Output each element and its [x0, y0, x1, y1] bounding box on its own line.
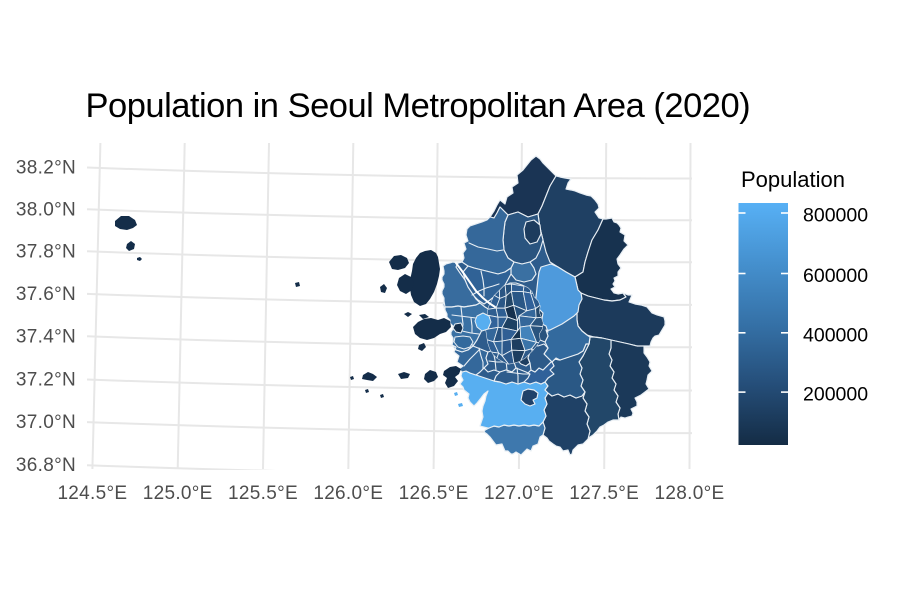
- svg-text:126.0°E: 126.0°E: [313, 483, 383, 504]
- svg-text:127.0°E: 127.0°E: [484, 483, 554, 504]
- svg-text:127.5°E: 127.5°E: [569, 483, 639, 504]
- svg-text:37.4°N: 37.4°N: [16, 326, 76, 347]
- svg-text:37.0°N: 37.0°N: [16, 412, 76, 433]
- svg-text:800000: 800000: [803, 205, 868, 227]
- svg-text:38.2°N: 38.2°N: [16, 158, 76, 179]
- svg-text:600000: 600000: [803, 265, 868, 287]
- svg-text:38.0°N: 38.0°N: [16, 199, 76, 220]
- svg-text:36.8°N: 36.8°N: [16, 455, 76, 476]
- svg-text:400000: 400000: [803, 324, 868, 346]
- svg-text:37.8°N: 37.8°N: [16, 241, 76, 262]
- svg-text:128.0°E: 128.0°E: [655, 483, 725, 504]
- svg-text:37.2°N: 37.2°N: [16, 370, 76, 391]
- svg-text:125.0°E: 125.0°E: [143, 483, 213, 504]
- svg-text:Population: Population: [741, 167, 845, 192]
- svg-text:126.5°E: 126.5°E: [399, 483, 469, 504]
- svg-text:37.6°N: 37.6°N: [16, 284, 76, 305]
- svg-text:124.5°E: 124.5°E: [57, 483, 127, 504]
- svg-text:125.5°E: 125.5°E: [228, 483, 298, 504]
- svg-text:200000: 200000: [803, 384, 868, 406]
- svg-text:Population in Seoul Metropolit: Population in Seoul Metropolitan Area (2…: [86, 87, 751, 125]
